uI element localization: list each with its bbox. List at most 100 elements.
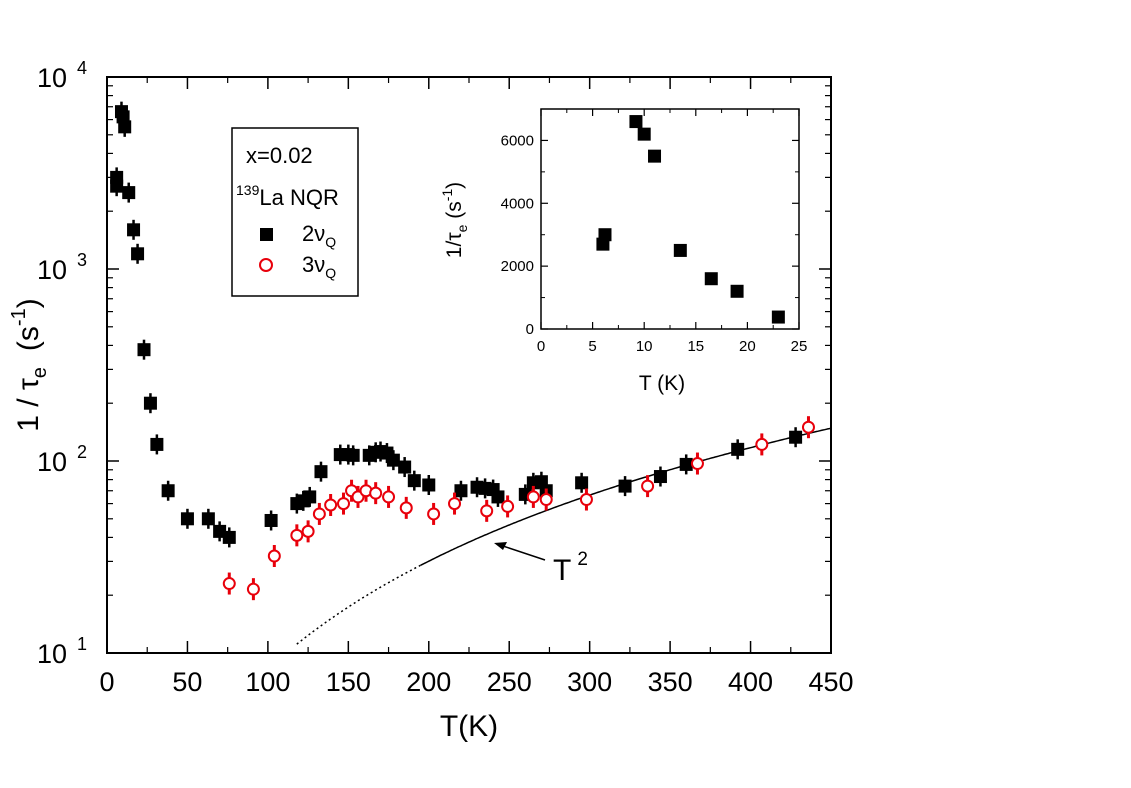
x-tick-label: 100: [245, 667, 290, 697]
data-point-2vq: [110, 179, 124, 193]
y-tick-base: 10: [37, 255, 67, 285]
y-axis-title-main: 1 / τ: [12, 378, 45, 432]
inset-x-tick-label: 5: [588, 338, 596, 355]
svg-text:1/τe (s-1): 1/τe (s-1): [439, 182, 470, 258]
inset-x-tick-labels: 0 5 10 15 20 25: [537, 338, 808, 355]
y-tick-label: 10 2: [37, 442, 87, 477]
data-point-2vq: [137, 343, 151, 357]
inset-y-title-unit: (s: [443, 201, 466, 224]
inset-y-title-sup: -1: [439, 189, 455, 202]
data-point-2vq: [118, 120, 132, 134]
inset-data-point: [648, 149, 662, 163]
y-tick-base: 10: [37, 63, 67, 93]
data-point-3vq: [690, 457, 704, 471]
inset-y-tick-label: 4000: [501, 195, 534, 212]
data-point-2vq: [386, 453, 400, 467]
data-point-2vq: [116, 110, 130, 124]
legend-isotope-sup: 139: [236, 182, 260, 198]
data-point-2vq: [346, 448, 360, 462]
svg-text:T2: T2: [553, 549, 588, 587]
inset-x-tick-label: 10: [636, 338, 653, 355]
inset-data-point: [637, 127, 651, 141]
y-tick-exp: 1: [77, 634, 87, 654]
data-point-3vq: [501, 499, 515, 513]
y-axis-title-sup: -1: [8, 308, 30, 326]
inset-y-tick-label: 6000: [501, 132, 534, 149]
data-point-2vq: [653, 470, 667, 484]
data-point-2vq: [122, 186, 136, 200]
data-point-3vq: [526, 490, 540, 504]
y-axis-title: 1 / τe (s-1): [8, 298, 51, 431]
inset-x-tick-label: 0: [537, 338, 545, 355]
x-tick-label: 350: [648, 667, 693, 697]
data-point-2vq: [161, 484, 175, 498]
data-point-2vq: [143, 396, 157, 410]
data-point-2vq: [201, 512, 215, 526]
inset-x-tick-label: 20: [739, 338, 756, 355]
data-point-3vq: [382, 490, 396, 504]
inset-x-tick-label: 15: [687, 338, 704, 355]
data-point-2vq: [150, 437, 164, 451]
data-point-3vq: [801, 420, 815, 434]
y-tick-base: 10: [37, 447, 67, 477]
inset-y-axis-title: 1/τe (s-1): [439, 182, 470, 258]
legend-title: x=0.02: [246, 143, 313, 168]
legend-marker-2vq: [260, 228, 273, 241]
legend-marker-3vq: [259, 258, 273, 272]
x-tick-label: 250: [487, 667, 532, 697]
svg-text:3νQ: 3νQ: [302, 252, 336, 281]
data-point-2vq: [679, 457, 693, 471]
x-tick-label: 0: [99, 667, 114, 697]
data-point-2vq: [398, 460, 412, 474]
data-point-3vq: [539, 493, 553, 507]
y-tick-exp: 3: [77, 250, 87, 270]
inset-data-point: [629, 115, 643, 129]
inset-data-point: [598, 228, 612, 242]
inset-data-point: [704, 272, 718, 286]
inset-x-axis-title: T (K): [639, 372, 685, 395]
inset-y-title-main: 1/τ: [443, 232, 466, 259]
data-point-3vq: [301, 524, 315, 538]
y-axis-title-unit: (s: [12, 326, 45, 351]
x-tick-label: 50: [172, 667, 202, 697]
data-point-3vq: [337, 497, 351, 511]
inset-plot-frame: [540, 108, 800, 330]
data-point-3vq: [324, 498, 338, 512]
y-tick-label: 10 1: [37, 634, 87, 669]
fit-curve-dotted: [296, 564, 422, 645]
data-point-3vq: [267, 549, 281, 563]
main-y-tick-labels: 10 1 10 2 10 3 10 4: [37, 58, 87, 669]
x-tick-label: 400: [728, 667, 773, 697]
data-point-2vq: [131, 247, 145, 261]
inset-data-point: [771, 310, 785, 324]
main-x-tick-labels: 0 50 100 150 200 250 300 350 400 450: [99, 667, 853, 697]
fit-curve-solid: [420, 427, 832, 566]
data-point-3vq: [579, 493, 593, 507]
data-point-2vq: [303, 490, 317, 504]
inset-data-series: [596, 115, 785, 324]
data-point-3vq: [290, 528, 304, 542]
data-point-2vq: [575, 476, 589, 490]
legend-sub-3vq: Q: [325, 265, 336, 281]
data-point-3vq: [641, 479, 655, 493]
data-point-2vq: [618, 479, 632, 493]
x-tick-label: 200: [406, 667, 451, 697]
inset-data-point: [730, 284, 744, 298]
legend-box: [231, 127, 359, 297]
x-tick-label: 150: [326, 667, 371, 697]
data-point-2vq: [454, 484, 468, 498]
legend-label-2vq: 2ν: [302, 221, 325, 246]
data-point-3vq: [427, 507, 441, 521]
annotation-text: T: [553, 554, 571, 587]
y-tick-label: 10 4: [37, 58, 87, 93]
x-tick-label: 450: [808, 667, 853, 697]
legend-subtitle: La NQR: [259, 185, 338, 210]
x-tick-label: 300: [567, 667, 612, 697]
inset-y-tick-label: 0: [526, 321, 534, 338]
inset-y-tick-label: 2000: [501, 258, 534, 275]
legend: x=0.02 139La NQR 2ν Q 3νQ: [231, 127, 359, 297]
data-point-2vq: [127, 223, 141, 237]
y-axis-title-close: ): [12, 298, 45, 308]
